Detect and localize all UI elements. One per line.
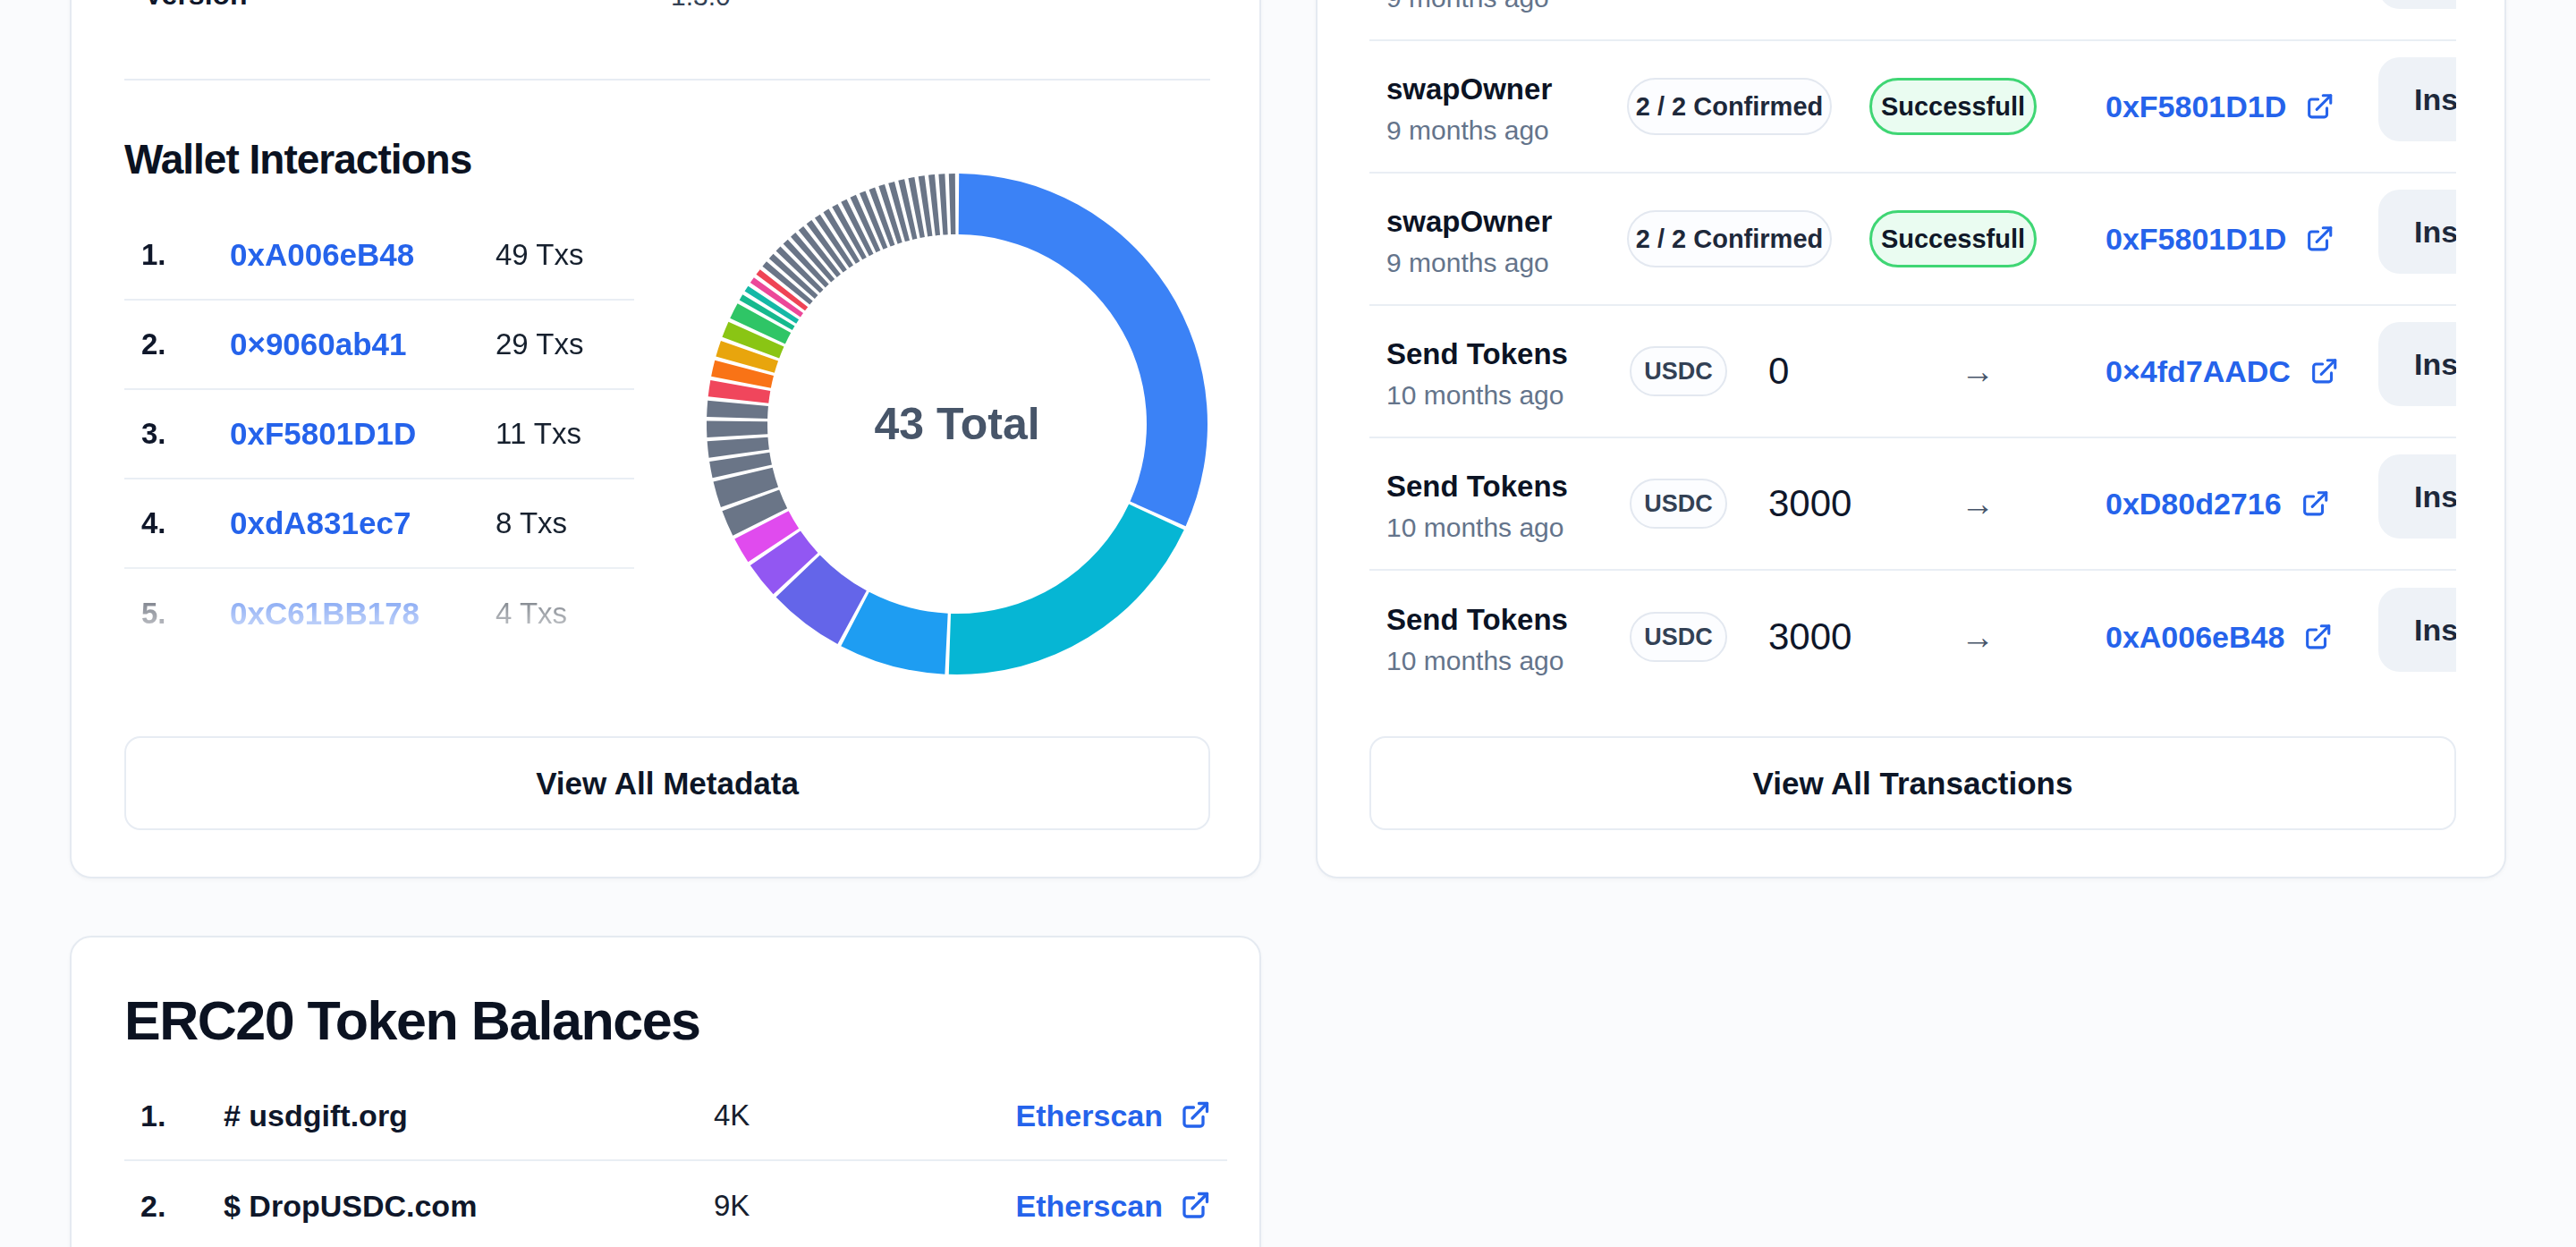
external-link-icon (1179, 1099, 1211, 1132)
external-link-icon (2309, 356, 2339, 386)
tx-time: 9 months ago (1386, 110, 1610, 151)
tx-address-link[interactable]: 0×4fd7AADC (2106, 354, 2339, 389)
wallet-row: 2. 0×9060ab41 29 Txs (124, 301, 634, 390)
wallet-address-link[interactable]: 0xA006eB48 (230, 237, 496, 273)
wallet-row: 3. 0xF5801D1D 11 Txs (124, 390, 634, 479)
wallet-tx-count: 8 Txs (496, 506, 567, 540)
confirmations-badge: 2 / 2 Confirmed (1627, 210, 1832, 267)
erc20-row: 1. # usdgift.org 4K Etherscan (124, 1072, 1227, 1161)
transaction-row: Send Tokens 10 months ago USDC 3000 → 0x… (1369, 438, 2456, 571)
wallet-rank: 1. (141, 238, 230, 272)
tx-address[interactable]: 0xD80d2716 (2106, 487, 2282, 522)
tx-amount: 3000 (1768, 615, 1852, 658)
inspect-button[interactable]: Ins (2378, 57, 2456, 141)
wallet-rank: 5. (141, 597, 230, 631)
status-badge: Successfull (1869, 78, 2037, 135)
wallet-rank: 4. (141, 506, 230, 540)
tx-time: 9 months ago (1386, 242, 1610, 284)
inspect-button[interactable]: Ins (2378, 322, 2456, 406)
erc20-balances-card: ERC20 Token Balances 1. # usdgift.org 4K… (70, 936, 1261, 1247)
tx-amount: 3000 (1768, 482, 1852, 525)
erc20-rank: 1. (140, 1099, 224, 1133)
wallet-address-link[interactable]: 0xF5801D1D (230, 416, 496, 452)
view-all-transactions-button[interactable]: View All Transactions (1369, 736, 2456, 830)
inspect-button[interactable]: Ins (2378, 454, 2456, 539)
arrow-right-icon: → (1951, 618, 2004, 657)
tx-title: swapOwner (1386, 201, 1610, 242)
tx-title: Send Tokens (1386, 334, 1610, 375)
tx-time: 10 months ago (1386, 640, 1610, 682)
external-link-icon (2302, 622, 2333, 652)
erc20-rank: 2. (140, 1189, 224, 1224)
wallet-interactions-heading: Wallet Interactions (124, 136, 471, 182)
inspect-button[interactable]: Ins (2378, 0, 2456, 9)
external-link-icon (2300, 488, 2330, 519)
external-link-icon (2304, 224, 2334, 254)
wallet-address-link[interactable]: 0xC61BB178 (230, 596, 496, 632)
wallet-row: 1. 0xA006eB48 49 Txs (124, 211, 634, 301)
transaction-row: Send Tokens 10 months ago USDC 0 → 0×4fd… (1369, 306, 2456, 438)
transactions-card: 9 months ago Ins swapOwner 9 months ago … (1316, 0, 2506, 878)
inspect-button[interactable]: Ins (2378, 190, 2456, 274)
wallet-row: 5. 0xC61BB178 4 Txs (124, 569, 634, 658)
tx-title: Send Tokens (1386, 599, 1610, 640)
erc20-heading: ERC20 Token Balances (124, 986, 700, 1056)
wallet-address-link[interactable]: 0xdA831ec7 (230, 505, 496, 541)
tx-time: 10 months ago (1386, 375, 1610, 416)
wallet-rank: 2. (141, 327, 230, 361)
etherscan-label[interactable]: Etherscan (1016, 1189, 1163, 1224)
status-badge: Successfull (1869, 210, 2037, 267)
erc20-balance: 4K (714, 1099, 1016, 1132)
view-all-metadata-button[interactable]: View All Metadata (124, 736, 1210, 830)
transaction-row: 9 months ago Ins (1369, 0, 2456, 41)
erc20-token-name: $ DropUSDC.com (224, 1189, 714, 1224)
transaction-row: Send Tokens 10 months ago USDC 3000 → 0x… (1369, 571, 2456, 703)
external-link-icon (2304, 91, 2334, 122)
tx-title: Send Tokens (1386, 466, 1610, 507)
wallet-tx-count: 49 Txs (496, 238, 583, 272)
etherscan-label[interactable]: Etherscan (1016, 1099, 1163, 1133)
transaction-row: swapOwner 9 months ago 2 / 2 Confirmed S… (1369, 41, 2456, 174)
tx-address[interactable]: 0xF5801D1D (2106, 222, 2286, 257)
transactions-list: 9 months ago Ins swapOwner 9 months ago … (1369, 0, 2456, 703)
token-badge: USDC (1630, 612, 1727, 662)
tx-address-link[interactable]: 0xF5801D1D (2106, 89, 2334, 124)
etherscan-link[interactable]: Etherscan (1016, 1099, 1211, 1133)
wallet-tx-count: 29 Txs (496, 327, 583, 361)
wallet-row: 4. 0xdA831ec7 8 Txs (124, 479, 634, 569)
transaction-row: swapOwner 9 months ago 2 / 2 Confirmed S… (1369, 174, 2456, 306)
erc20-list: 1. # usdgift.org 4K Etherscan 2. $ DropU… (124, 1072, 1227, 1247)
tx-title: swapOwner (1386, 69, 1610, 110)
token-badge: USDC (1630, 346, 1727, 396)
tx-time: 10 months ago (1386, 507, 1610, 548)
tx-address-link[interactable]: 0xF5801D1D (2106, 222, 2334, 257)
tx-time: 9 months ago (1386, 0, 1610, 19)
token-badge: USDC (1630, 479, 1727, 529)
erc20-row: 2. $ DropUSDC.com 9K Etherscan (124, 1161, 1227, 1247)
arrow-right-icon: → (1951, 352, 2004, 391)
arrow-right-icon: → (1951, 485, 2004, 523)
tx-address-link[interactable]: 0xD80d2716 (2106, 487, 2330, 522)
inspect-button[interactable]: Ins (2378, 588, 2456, 672)
external-link-icon (1179, 1190, 1211, 1222)
version-label: Version (144, 0, 248, 14)
version-value: 1.3.0 (671, 0, 731, 14)
erc20-balance: 9K (714, 1189, 1016, 1223)
tx-address[interactable]: 0xF5801D1D (2106, 89, 2286, 124)
wallet-interactions-list: 1. 0xA006eB48 49 Txs 2. 0×9060ab41 29 Tx… (124, 211, 634, 658)
donut-total-label: 43 Total (706, 173, 1208, 675)
tx-address[interactable]: 0xA006eB48 (2106, 620, 2284, 655)
wallet-tx-count: 4 Txs (496, 597, 567, 631)
wallet-tx-count: 11 Txs (496, 417, 581, 451)
tx-address-link[interactable]: 0xA006eB48 (2106, 620, 2333, 655)
wallet-address-link[interactable]: 0×9060ab41 (230, 327, 496, 362)
wallet-card: Version 1.3.0 Wallet Interactions 1. 0xA… (70, 0, 1261, 878)
tx-amount: 0 (1768, 350, 1789, 393)
confirmations-badge: 2 / 2 Confirmed (1627, 78, 1832, 135)
tx-address[interactable]: 0×4fd7AADC (2106, 354, 2291, 389)
etherscan-link[interactable]: Etherscan (1016, 1189, 1211, 1224)
divider (124, 79, 1210, 81)
erc20-token-name: # usdgift.org (224, 1099, 714, 1133)
wallet-rank: 3. (141, 417, 230, 451)
